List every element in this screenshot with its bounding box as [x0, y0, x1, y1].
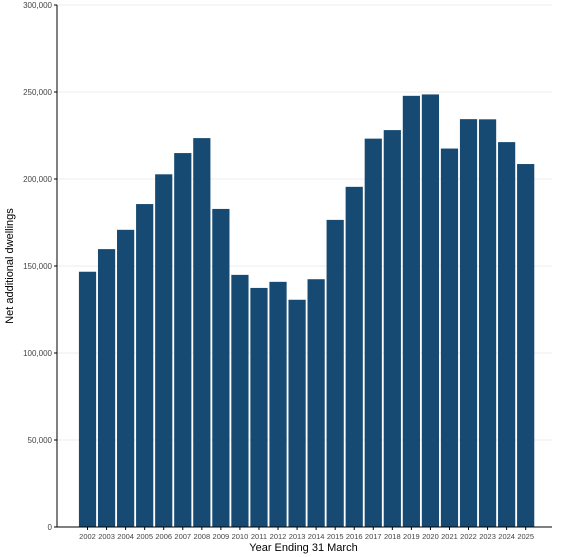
x-tick-label: 2014	[308, 532, 325, 541]
bar-2016	[345, 186, 363, 527]
y-tick-label: 50,000	[28, 436, 53, 445]
y-axis-ticks: 0 50,000 100,000 150,000 200,000 250,000 300,0…	[23, 1, 57, 532]
x-tick-label: 2008	[193, 532, 210, 541]
x-tick-label: 2013	[289, 532, 306, 541]
x-tick-label: 2021	[441, 532, 458, 541]
x-tick-label: 2002	[79, 532, 96, 541]
x-tick-label: 2015	[327, 532, 344, 541]
bar-2020	[421, 94, 440, 527]
y-axis-title: Net additional dwellings	[4, 208, 16, 324]
bar-2005	[136, 204, 154, 527]
bar-2015	[326, 219, 344, 527]
x-tick-label: 2022	[460, 532, 477, 541]
y-tick-label: 200,000	[23, 175, 52, 184]
x-tick-label: 2004	[117, 532, 134, 541]
bar-2017	[364, 138, 382, 527]
bar-2012	[269, 281, 287, 527]
x-tick-label: 2005	[136, 532, 153, 541]
x-tick-label: 2006	[155, 532, 172, 541]
bar-2003	[97, 249, 116, 527]
x-tick-label: 2018	[384, 532, 401, 541]
bar-2008	[193, 138, 211, 528]
x-tick-label: 2024	[498, 532, 515, 541]
x-tick-label: 2020	[422, 532, 439, 541]
x-axis-title: Year Ending 31 March	[249, 542, 357, 554]
x-tick-label: 2010	[232, 532, 249, 541]
bar-2007	[174, 153, 192, 527]
bar-2011	[250, 287, 268, 527]
y-tick-label: 100,000	[23, 349, 52, 358]
x-axis-ticks: 2002 2003 2004 2005 2006 2007 2008 2009 2010 2011…	[79, 527, 534, 541]
y-tick-label: 0	[48, 523, 53, 532]
bar-2024	[498, 142, 516, 527]
bar-2025	[517, 164, 535, 527]
bars	[78, 94, 535, 528]
bar-2021	[440, 148, 459, 528]
bar-2013	[288, 299, 306, 527]
bar-2004	[117, 229, 135, 528]
x-tick-label: 2007	[174, 532, 191, 541]
y-tick-label: 150,000	[23, 262, 52, 271]
x-tick-label: 2023	[479, 532, 496, 541]
y-tick-label: 300,000	[23, 1, 52, 10]
bar-2006	[155, 174, 173, 527]
x-tick-label: 2009	[213, 532, 230, 541]
y-tick-label: 250,000	[23, 88, 52, 97]
x-tick-label: 2025	[517, 532, 534, 541]
x-tick-label: 2003	[98, 532, 115, 541]
x-tick-label: 2019	[403, 532, 420, 541]
x-tick-label: 2017	[365, 532, 382, 541]
bar-2019	[402, 95, 420, 527]
bar-2022	[459, 119, 478, 528]
bar-2018	[383, 130, 401, 527]
x-tick-label: 2012	[270, 532, 287, 541]
x-tick-label: 2011	[251, 532, 267, 541]
bar-2023	[478, 119, 497, 528]
bar-2002	[78, 271, 97, 527]
bar-2010	[231, 274, 249, 527]
bar-2009	[212, 208, 230, 528]
bar-2014	[307, 279, 325, 527]
x-tick-label: 2016	[346, 532, 363, 541]
